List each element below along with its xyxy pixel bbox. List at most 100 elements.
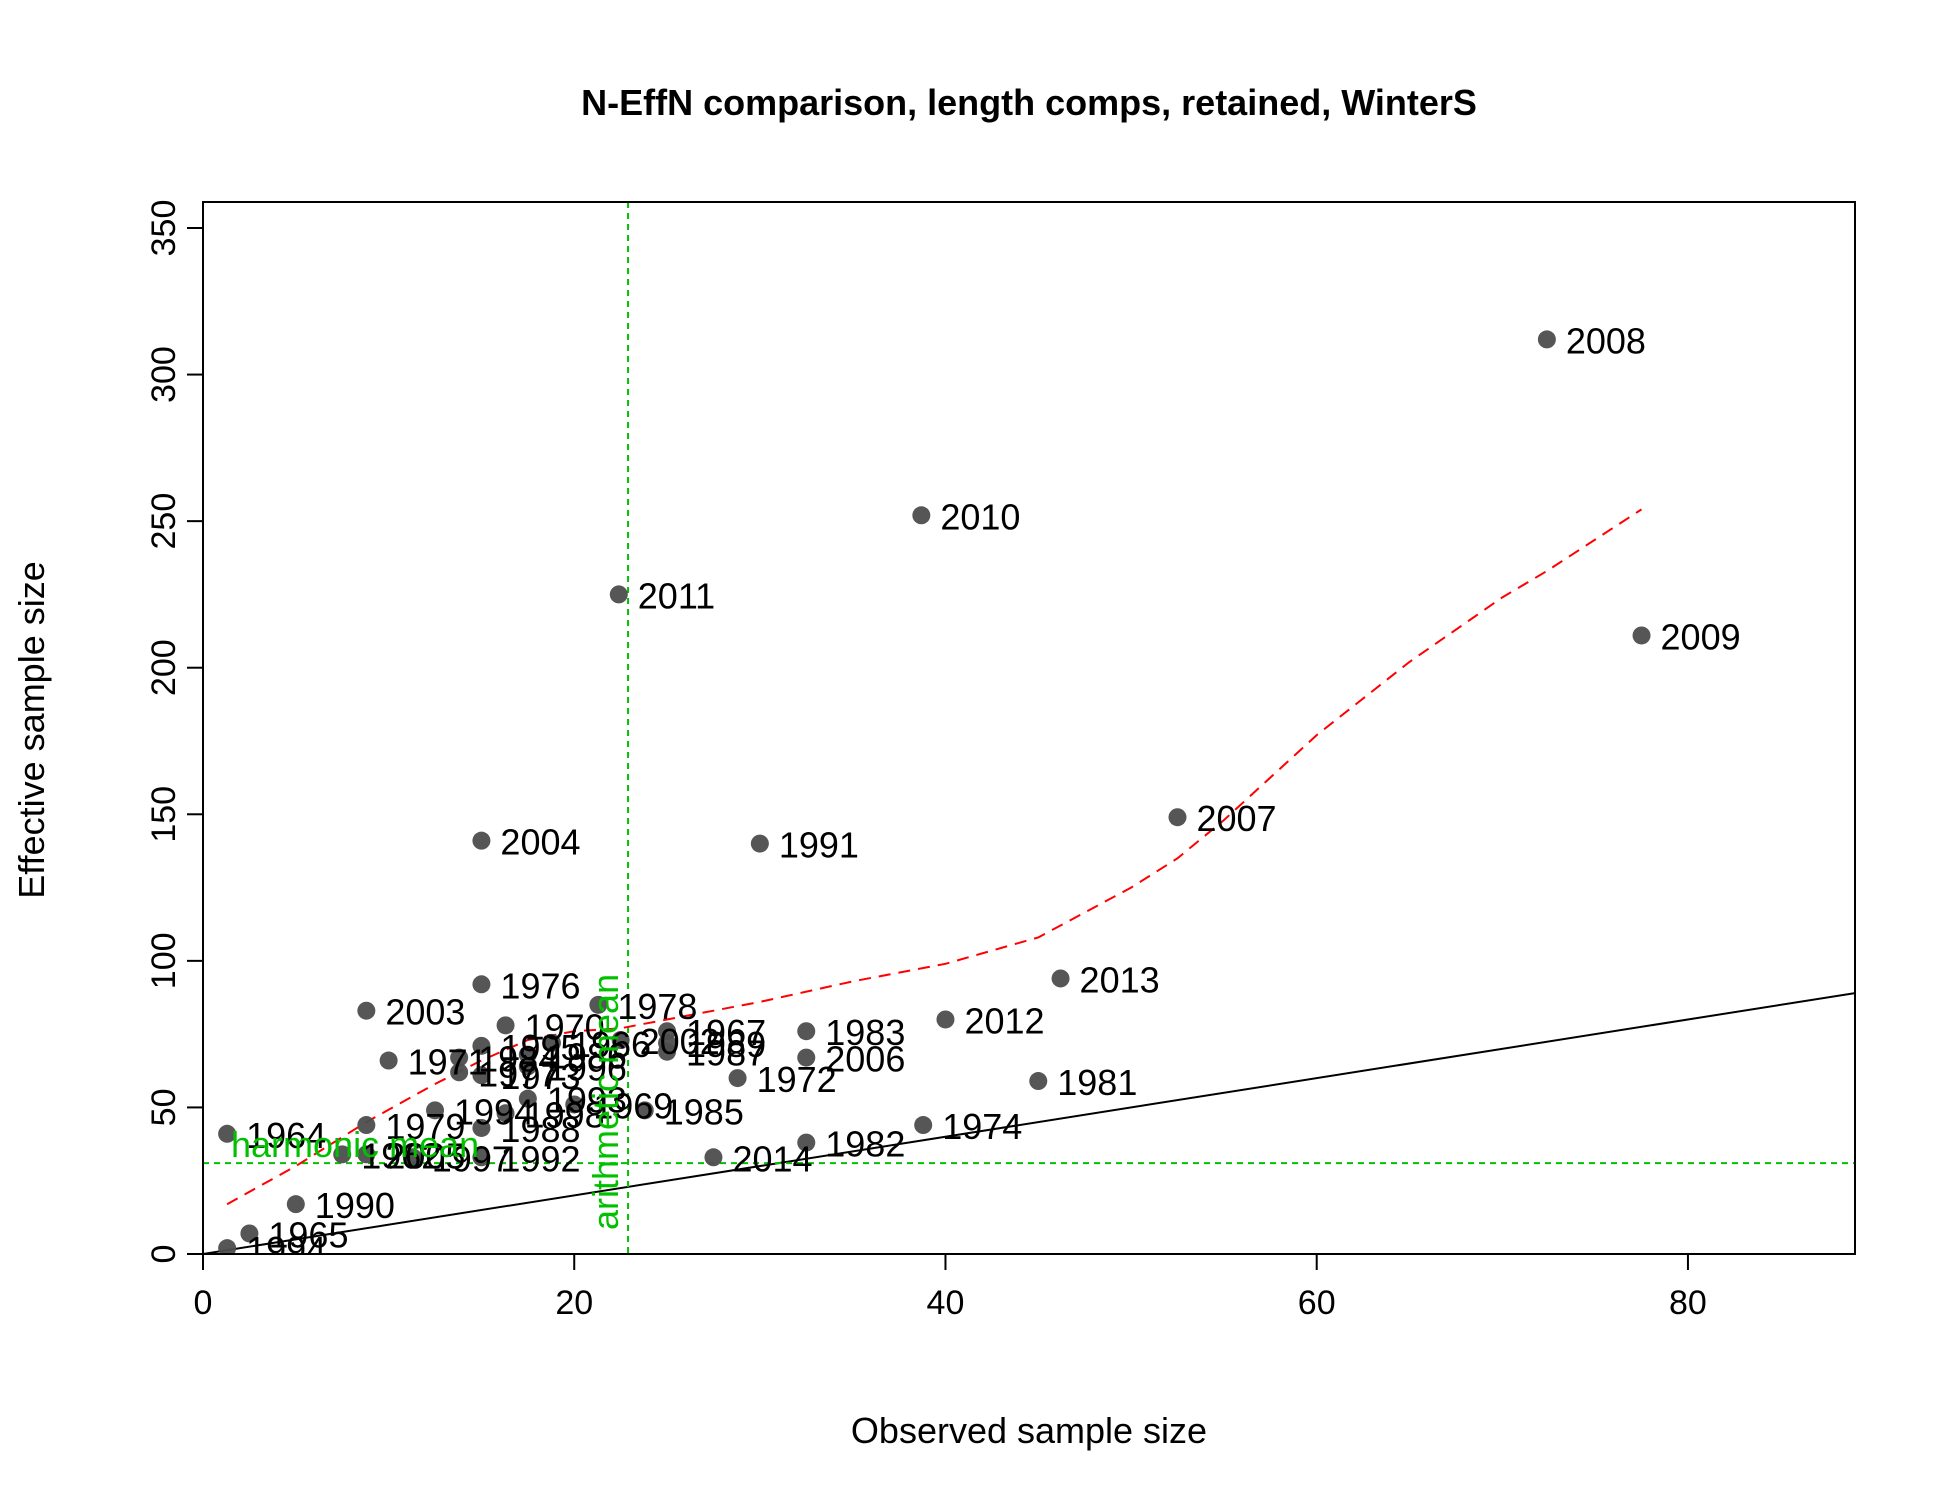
data-point [1029,1072,1048,1091]
point-label: 1970 [525,1006,605,1047]
data-point [1537,330,1556,349]
point-label: 2014 [732,1138,812,1179]
point-label: 2012 [964,1000,1044,1041]
point-label: 1982 [825,1124,905,1165]
plot-area: 2008 2010 2011 2009 2007 2004 1991 2013 1976 1978… [203,202,1855,1254]
data-point [704,1148,723,1167]
data-point [658,1042,677,1061]
point-label: 2006 [825,1039,905,1080]
data-point [357,1001,376,1020]
point-label: 1977 [478,1053,558,1094]
point-label: 1964 [246,1115,326,1156]
data-point [450,1063,469,1082]
point-label: 1967 [686,1012,766,1053]
arithmetic-mean-label: arithmetic mean [585,974,626,1230]
point-label: 1994 [454,1091,534,1132]
point-label: 1973 [500,1056,580,1097]
point-label: 2009 [1661,616,1741,657]
data-point [286,1195,305,1214]
point-label: 2008 [1566,320,1646,361]
data-point [797,1022,816,1041]
point-label: 2011 [638,575,715,616]
data-point [403,1148,422,1167]
data-point [542,1033,561,1052]
point-label: 1986 [547,1036,627,1077]
point-label: 2002 [640,1021,720,1062]
y-tick-label: 250 [145,493,183,550]
point-label: 1991 [779,825,859,866]
data-point [333,1145,352,1164]
point-label: 1995 [500,1027,580,1068]
data-point [357,1116,376,1135]
data-point [240,1224,259,1243]
point-label: 1987 [686,1033,766,1074]
y-tick-label: 100 [145,932,183,989]
point-label: 2013 [1080,959,1160,1000]
data-point [750,834,769,853]
point-label: 1985 [664,1091,744,1132]
x-tick-label: 80 [1669,1284,1707,1322]
point-label: 2007 [1196,798,1276,839]
point-label: 1969 [593,1085,673,1126]
chart-title: N-EffN comparison, length comps, retaine… [581,82,1477,123]
point-label: 2003 [385,992,465,1033]
data-point [611,1031,630,1050]
data-point [936,1010,955,1029]
plot-frame [202,201,1856,1255]
data-point [472,831,491,850]
point-label: 1998 [525,1094,605,1135]
y-tick-label: 350 [145,200,183,257]
data-point [472,1066,491,1085]
point-label: 2010 [940,496,1020,537]
data-point [426,1101,445,1120]
point-label: 1974 [942,1106,1022,1147]
data-point [589,995,608,1014]
x-tick-label: 0 [194,1284,213,1322]
point-label: 1990 [315,1185,395,1226]
x-tick-label: 20 [555,1284,593,1322]
y-tick-label: 200 [145,639,183,696]
data-point [218,1239,237,1254]
data-point [1168,808,1187,827]
data-point [728,1069,747,1088]
point-label: 1993 [547,1080,627,1121]
data-point [914,1116,933,1135]
data-point [472,975,491,994]
y-axis-title: Effective sample size [11,561,52,898]
point-label: 1996 [547,1047,627,1088]
point-label: 1979 [385,1106,465,1147]
point-label: 1976 [500,965,580,1006]
x-tick-label: 40 [927,1284,965,1322]
point-label: 1971 [408,1042,488,1083]
y-axis: 0 50 100 150 200 250 300 350 [145,200,204,1263]
point-label: 2005 [385,1135,465,1176]
point-label: 1992 [500,1138,580,1179]
data-point [496,1016,515,1035]
point-label: 1988 [500,1109,580,1150]
y-tick-label: 300 [145,346,183,403]
point-label: 1978 [617,986,697,1027]
data-point [472,1118,491,1137]
point-label: 1966 [571,1024,651,1065]
point-label: 1997 [432,1138,512,1179]
y-tick-label: 150 [145,786,183,843]
point-label: 1981 [1057,1062,1137,1103]
point-label: 1972 [757,1059,837,1100]
data-point [450,1048,469,1067]
identity-line [203,992,1855,1254]
data-point [472,1036,491,1055]
y-tick-label: 50 [145,1089,183,1127]
data-point [472,1148,491,1167]
data-point [609,585,628,604]
data-point [797,1048,816,1067]
data-point [565,1095,584,1114]
x-tick-label: 60 [1298,1284,1336,1322]
data-point [379,1051,398,1070]
data-point [496,1104,515,1123]
point-label: 1984 [478,1039,558,1080]
data-point [797,1133,816,1152]
point-label: 1962 [361,1135,441,1176]
data-point [635,1101,654,1120]
point-label: 1983 [825,1012,905,1053]
